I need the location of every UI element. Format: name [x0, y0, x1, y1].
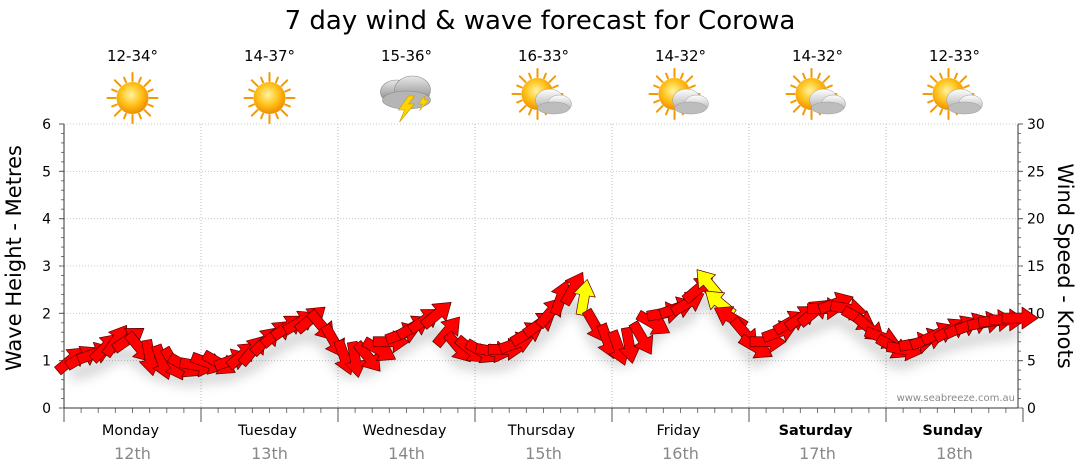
partly-cloudy-icon [648, 68, 709, 120]
partly-cloudy-icon [511, 68, 572, 120]
y-tick-right: 25 [1027, 164, 1045, 180]
watermark: www.seabreeze.com.au [897, 393, 1015, 404]
wind-arrow [628, 320, 654, 355]
y-tick-right: 0 [1027, 401, 1036, 417]
wind-arrow [432, 316, 460, 349]
chart-title: 7 day wind & wave forecast for Corowa [285, 6, 796, 36]
y-tick-right: 5 [1027, 354, 1036, 370]
wind-arrow [573, 279, 596, 317]
date-label: 16th [662, 444, 699, 463]
partly-cloudy-icon [922, 68, 983, 120]
temperature-label: 12-34° [107, 47, 158, 65]
temperature-label: 12-33° [929, 47, 980, 65]
day-label: Monday [102, 423, 160, 439]
thunderstorm-icon [380, 75, 431, 123]
y-tick-left: 1 [42, 354, 51, 370]
y-tick-right: 30 [1027, 117, 1045, 133]
date-label: 12th [114, 444, 151, 463]
y-tick-left: 2 [42, 306, 51, 322]
wind-arrow [1001, 306, 1039, 330]
wind-shadow [68, 291, 1019, 386]
temperature-label: 15-36° [381, 47, 432, 65]
y-tick-left: 3 [42, 259, 51, 275]
date-label: 17th [799, 444, 836, 463]
sunny-icon [106, 72, 159, 124]
partly-cloudy-icon [785, 68, 846, 120]
wind-arrow [419, 302, 452, 330]
temperature-label: 14-32° [655, 47, 706, 65]
date-label: 15th [525, 444, 562, 463]
weather-row: 12-34° 14-37° 15-36° 16-33° 14-32° 14-32° 12-3… [106, 47, 983, 124]
day-label: Tuesday [237, 423, 297, 439]
plot-area: 0 01 52 103 154 205 256 30Monday12thTuesday13th… [42, 117, 1045, 463]
y-tick-left: 5 [42, 164, 51, 180]
sunny-icon [243, 72, 296, 124]
y-tick-left: 6 [42, 117, 51, 133]
y-tick-left: 4 [42, 212, 51, 228]
date-label: 18th [936, 444, 973, 463]
y-axis-right-title: Wind Speed - Knots [1053, 163, 1077, 368]
y-tick-right: 20 [1027, 212, 1045, 228]
y-tick-left: 0 [42, 401, 51, 417]
day-label: Friday [657, 423, 701, 439]
day-label: Saturday [779, 423, 853, 439]
day-label: Wednesday [363, 423, 447, 439]
y-axis-left-title: Wave Height - Metres [2, 145, 26, 371]
temperature-label: 16-33° [518, 47, 569, 65]
wind-arrows [54, 269, 1039, 386]
y-tick-right: 15 [1027, 259, 1045, 275]
temperature-label: 14-32° [792, 47, 843, 65]
day-label: Thursday [507, 423, 576, 439]
temperature-label: 14-37° [244, 47, 295, 65]
day-label: Sunday [922, 423, 983, 439]
date-label: 13th [251, 444, 288, 463]
date-label: 14th [388, 444, 425, 463]
